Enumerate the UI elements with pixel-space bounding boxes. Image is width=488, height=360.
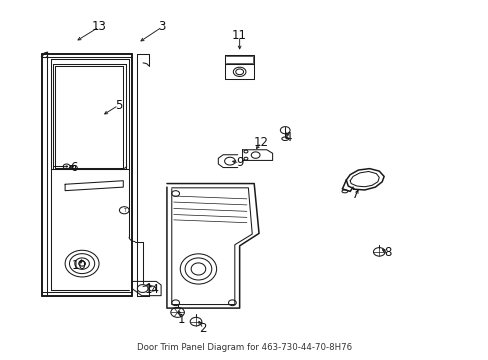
Text: 4: 4 bbox=[284, 131, 291, 144]
Text: 8: 8 bbox=[383, 247, 390, 260]
Text: 6: 6 bbox=[70, 161, 78, 174]
Text: T: T bbox=[122, 208, 125, 213]
Text: 2: 2 bbox=[199, 322, 206, 335]
Text: 1: 1 bbox=[177, 313, 185, 326]
Text: 11: 11 bbox=[232, 30, 246, 42]
Text: 14: 14 bbox=[144, 283, 160, 296]
Circle shape bbox=[65, 165, 68, 167]
Text: Door Trim Panel Diagram for 463-730-44-70-8H76: Door Trim Panel Diagram for 463-730-44-7… bbox=[137, 342, 351, 351]
Text: 3: 3 bbox=[158, 21, 165, 33]
Text: 7: 7 bbox=[351, 188, 359, 201]
Text: 12: 12 bbox=[253, 136, 268, 149]
Text: 10: 10 bbox=[71, 259, 86, 272]
Text: 9: 9 bbox=[235, 157, 243, 170]
Text: 5: 5 bbox=[115, 99, 122, 112]
Text: 13: 13 bbox=[91, 21, 106, 33]
